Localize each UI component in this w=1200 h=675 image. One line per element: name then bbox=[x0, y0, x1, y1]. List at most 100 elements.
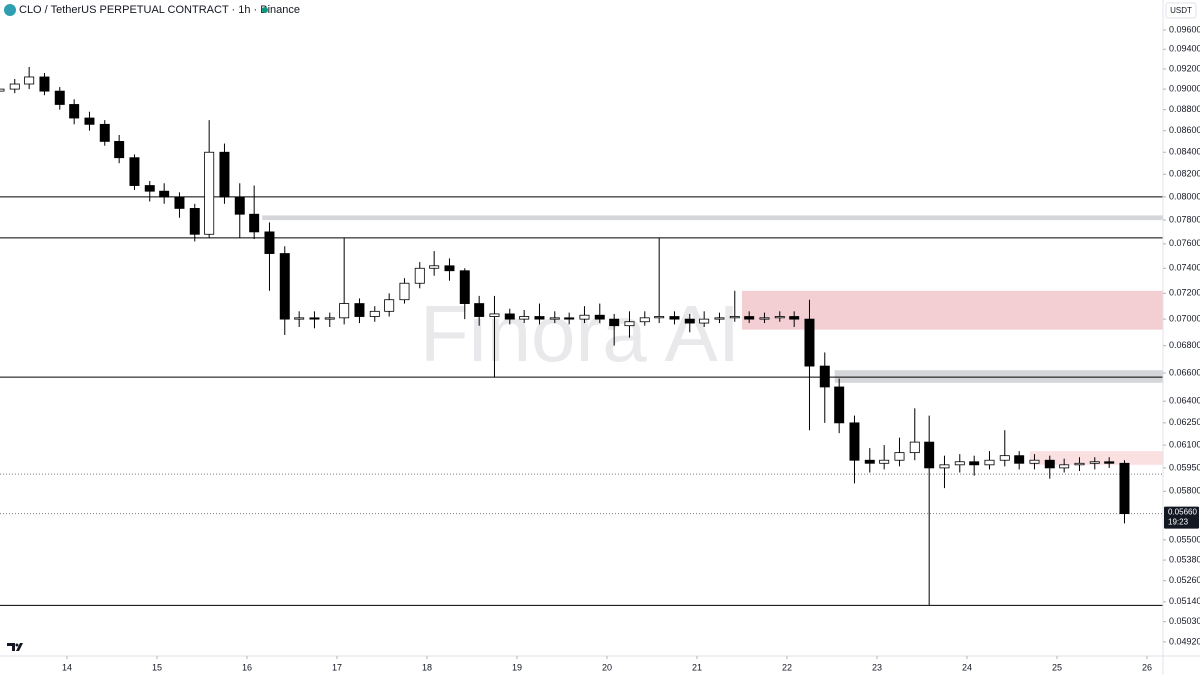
candle-body bbox=[909, 441, 920, 454]
candle-body bbox=[789, 316, 800, 320]
candle-body bbox=[129, 157, 140, 186]
x-tick-label: 20 bbox=[602, 662, 612, 672]
candle-body bbox=[549, 317, 560, 320]
candle-body bbox=[354, 303, 365, 317]
y-tick-label: 0.07000 bbox=[1169, 314, 1200, 324]
candle-body bbox=[984, 459, 995, 466]
candle-body bbox=[579, 314, 590, 320]
y-tick-label: 0.05380 bbox=[1169, 554, 1200, 564]
tv-logo bbox=[7, 643, 23, 651]
x-tick-label: 23 bbox=[872, 662, 882, 672]
candle-body bbox=[474, 303, 485, 317]
last-price-label: 0.05660 bbox=[1168, 508, 1197, 517]
candle-body bbox=[669, 316, 680, 320]
candle-body bbox=[1044, 459, 1055, 469]
candle-body bbox=[774, 316, 785, 319]
candle-body bbox=[834, 386, 845, 424]
candle-body bbox=[84, 117, 95, 125]
candle-body bbox=[849, 422, 860, 461]
y-tick-label: 0.06600 bbox=[1169, 367, 1200, 377]
x-tick-label: 19 bbox=[512, 662, 522, 672]
y-tick-label: 0.09400 bbox=[1169, 44, 1200, 54]
candle-body bbox=[519, 316, 530, 320]
x-tick-label: 21 bbox=[692, 662, 702, 672]
candle-body bbox=[954, 461, 965, 466]
candle-body bbox=[159, 190, 170, 198]
y-tick-label: 0.09000 bbox=[1169, 83, 1200, 93]
plot-area bbox=[0, 66, 1163, 606]
y-tick-label: 0.06250 bbox=[1169, 417, 1200, 427]
y-tick-label: 0.07400 bbox=[1169, 263, 1200, 273]
candle-body bbox=[369, 310, 380, 317]
candle-body bbox=[489, 313, 500, 317]
y-tick-label: 0.04920 bbox=[1169, 636, 1200, 646]
zone bbox=[1029, 451, 1163, 465]
candle-body bbox=[729, 316, 740, 319]
candle-body bbox=[714, 317, 725, 320]
candle-body bbox=[264, 231, 275, 254]
x-tick-label: 22 bbox=[782, 662, 792, 672]
y-tick-label: 0.06800 bbox=[1169, 340, 1200, 350]
y-tick-label: 0.07200 bbox=[1169, 288, 1200, 298]
candle-body bbox=[1014, 455, 1025, 464]
symbol-icon bbox=[4, 4, 16, 16]
candle-body bbox=[414, 267, 425, 284]
y-tick-label: 0.06400 bbox=[1169, 396, 1200, 406]
candle-body bbox=[399, 282, 410, 301]
y-tick-label: 0.07600 bbox=[1169, 238, 1200, 248]
y-tick-label: 0.05950 bbox=[1169, 462, 1200, 472]
candle-body bbox=[1059, 464, 1070, 469]
candle-body bbox=[1029, 459, 1040, 464]
y-tick-label: 0.08200 bbox=[1169, 169, 1200, 179]
status-dot bbox=[262, 7, 268, 13]
y-tick-label: 0.05140 bbox=[1169, 596, 1200, 606]
x-tick-label: 25 bbox=[1052, 662, 1062, 672]
x-tick-label: 15 bbox=[152, 662, 162, 672]
candle-body bbox=[924, 441, 935, 469]
candle-body bbox=[594, 314, 605, 320]
candle-body bbox=[939, 464, 950, 469]
x-tick-label: 16 bbox=[242, 662, 252, 672]
candle-body bbox=[609, 318, 620, 327]
candle-body bbox=[1089, 461, 1100, 464]
currency-box[interactable] bbox=[1165, 2, 1197, 19]
candle-body bbox=[294, 317, 305, 320]
candle-body bbox=[879, 459, 890, 464]
y-tick-label: 0.08400 bbox=[1169, 147, 1200, 157]
candle-body bbox=[969, 461, 980, 466]
candle-body bbox=[819, 365, 830, 388]
zone bbox=[834, 370, 1163, 383]
y-tick-label: 0.06100 bbox=[1169, 439, 1200, 449]
candle-body bbox=[864, 459, 875, 464]
candle-body bbox=[99, 123, 110, 142]
candle-body bbox=[9, 83, 20, 90]
candle-body bbox=[684, 318, 695, 324]
candle-body bbox=[69, 104, 80, 119]
x-tick-label: 24 bbox=[962, 662, 972, 672]
last-price-box bbox=[1164, 506, 1199, 529]
x-tick-label: 14 bbox=[62, 662, 72, 672]
candle-body bbox=[384, 299, 395, 312]
candle-body bbox=[309, 317, 320, 320]
currency: USDT bbox=[1170, 6, 1192, 15]
candle-body bbox=[1104, 461, 1115, 464]
y-tick-label: 0.09200 bbox=[1169, 63, 1200, 73]
y-tick-label: 0.05800 bbox=[1169, 486, 1200, 496]
candle-body bbox=[279, 253, 290, 320]
candle-body bbox=[534, 316, 545, 320]
candle-body bbox=[444, 265, 455, 272]
candle-body bbox=[1074, 462, 1085, 466]
candle-body bbox=[1119, 462, 1130, 515]
candle-body bbox=[204, 151, 215, 235]
candle-body bbox=[234, 196, 245, 215]
y-tick-label: 0.08000 bbox=[1169, 191, 1200, 201]
candle-body bbox=[189, 208, 200, 235]
candle-body bbox=[219, 151, 230, 198]
candle-body bbox=[999, 455, 1010, 461]
candle-body bbox=[39, 76, 50, 92]
candle-body bbox=[114, 141, 125, 159]
candle-body bbox=[624, 321, 635, 327]
candle-body bbox=[894, 452, 905, 461]
x-tick-label: 18 bbox=[422, 662, 432, 672]
